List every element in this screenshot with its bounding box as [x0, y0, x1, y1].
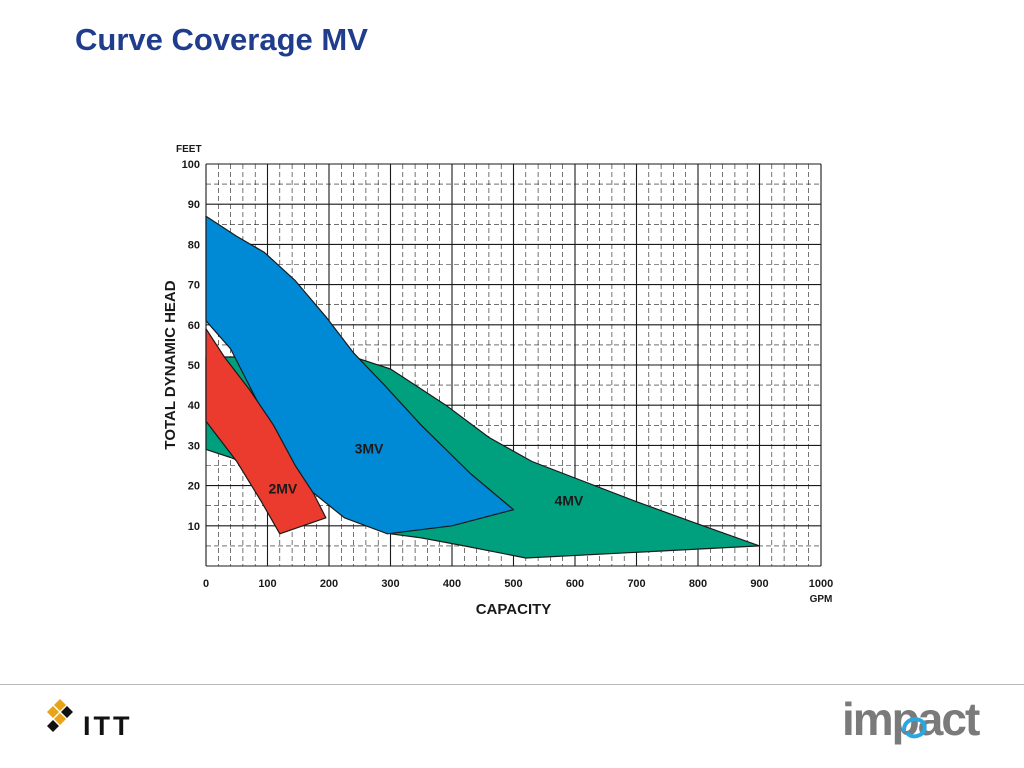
- x-tick-label: 0: [203, 578, 209, 590]
- footer-divider: [0, 684, 1024, 685]
- series-region-2mv: [205, 328, 327, 535]
- x-tick-label: 200: [320, 578, 338, 590]
- y-tick-label: 80: [188, 239, 200, 251]
- series-label-2mv: 2MV: [268, 481, 297, 497]
- x-tick-label: 800: [689, 578, 707, 590]
- x-tick-label: 400: [443, 578, 461, 590]
- y-tick-label: 50: [188, 360, 200, 372]
- y-tick-label: 60: [188, 320, 200, 332]
- impact-logo: impact: [842, 692, 980, 752]
- y-unit-label: FEET: [176, 144, 202, 155]
- x-tick-label: 1000: [809, 578, 833, 590]
- series-label-3mv: 3MV: [355, 440, 384, 456]
- x-tick-label: 100: [258, 578, 276, 590]
- itt-logo-text: ITT: [83, 711, 133, 741]
- x-tick-label: 700: [627, 578, 645, 590]
- y-tick-label: 90: [188, 199, 200, 211]
- y-axis-title: TOTAL DYNAMIC HEAD: [162, 280, 179, 449]
- itt-diamond-icon: [47, 699, 73, 732]
- y-tick-label: 10: [188, 521, 200, 533]
- x-tick-label: 600: [566, 578, 584, 590]
- slide-title: Curve Coverage MV: [75, 22, 368, 57]
- x-unit-label: GPM: [810, 594, 833, 605]
- x-axis-title: CAPACITY: [476, 601, 552, 618]
- itt-logo: ITT: [43, 698, 153, 748]
- impact-logo-text: impact: [842, 693, 980, 745]
- x-tick-label: 500: [504, 578, 522, 590]
- y-tick-label: 30: [188, 440, 200, 452]
- y-tick-label: 40: [188, 400, 200, 412]
- series-label-4mv: 4MV: [554, 493, 583, 509]
- y-tick-label: 70: [188, 280, 200, 292]
- x-tick-label: 300: [381, 578, 399, 590]
- y-tick-label: 20: [188, 481, 200, 493]
- x-tick-label: 900: [750, 578, 768, 590]
- y-tick-label: 100: [182, 159, 200, 171]
